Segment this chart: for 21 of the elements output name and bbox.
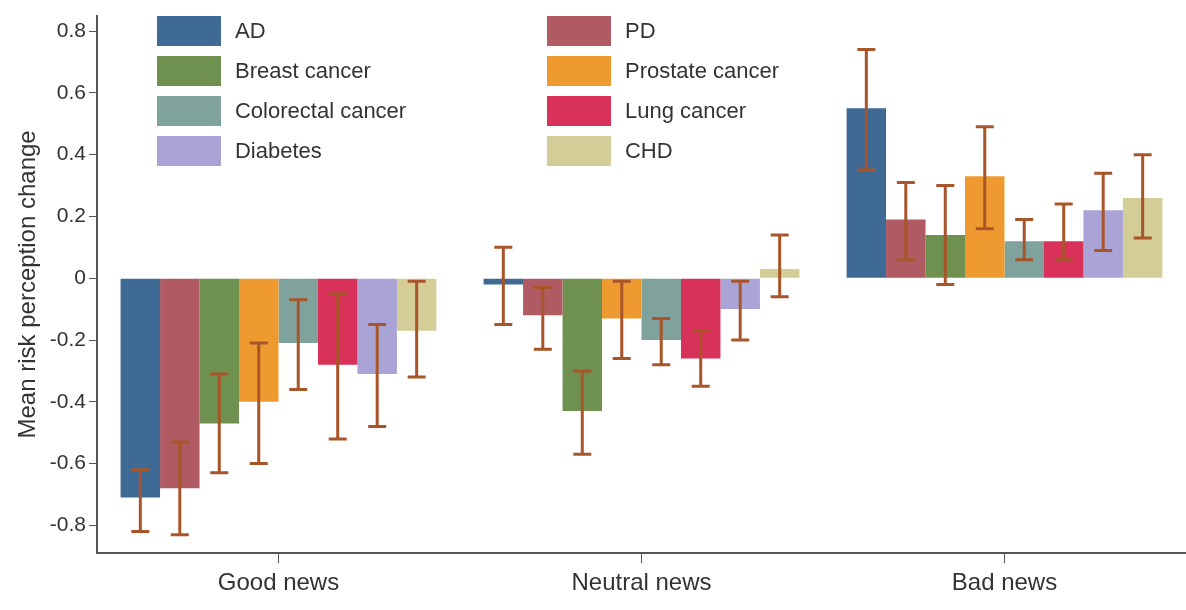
legend-label: Breast cancer <box>234 57 371 84</box>
y-tick-label: -0.6 <box>49 450 86 474</box>
y-tick-label: -0.8 <box>49 512 86 536</box>
y-tick-label: -0.2 <box>49 326 86 350</box>
x-tick-label: Bad news <box>951 568 1058 596</box>
y-axis-title: Mean risk perception change <box>13 130 41 439</box>
y-tick-label: 0.8 <box>56 17 86 41</box>
y-tick-label: -0.4 <box>49 388 87 412</box>
y-tick-label: 0.2 <box>56 203 86 227</box>
legend-label: Colorectal cancer <box>234 97 407 124</box>
legend-label: Diabetes <box>234 137 322 164</box>
legend-label: Prostate cancer <box>624 57 780 84</box>
y-tick-label: 0 <box>74 265 86 289</box>
x-tick-label: Neutral news <box>571 568 712 596</box>
y-tick-label: 0.4 <box>56 141 87 165</box>
legend-label: AD <box>234 17 266 44</box>
legend-label: Lung cancer <box>624 97 747 124</box>
x-tick-label: Good news <box>217 568 340 596</box>
y-tick-label: 0.6 <box>56 79 86 103</box>
legend-label: CHD <box>624 137 673 164</box>
legend-label: PD <box>624 17 656 44</box>
